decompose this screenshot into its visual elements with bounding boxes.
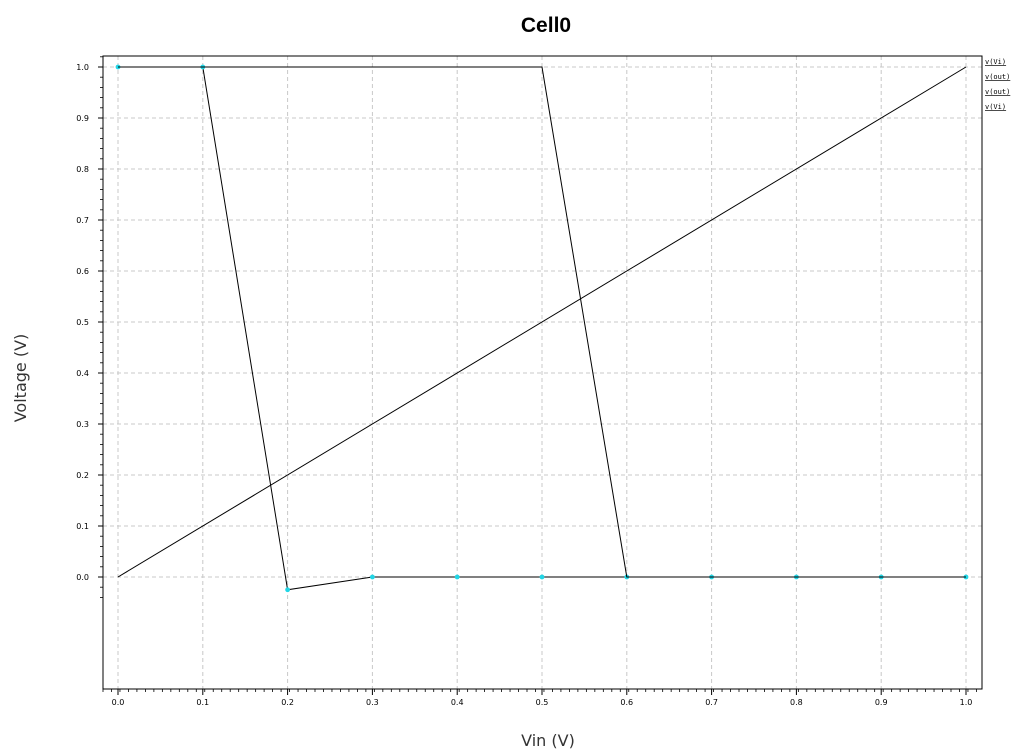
series-line-2 — [118, 66, 966, 578]
series-layer — [115, 64, 969, 593]
y-tick-label: 0.8 — [76, 165, 89, 174]
y-axis: 0.0 0.1 0.2 0.3 0.4 0.5 0.6 0.7 0.8 0.9 1.0 — [76, 56, 103, 598]
y-tick-label: 0.9 — [76, 114, 89, 123]
y-tick-label: 0.4 — [76, 369, 89, 378]
y-tick-label: 0.6 — [76, 267, 89, 276]
legend-entry: v(out) — [985, 73, 1010, 81]
data-point — [454, 574, 460, 580]
y-tick-label: 0.5 — [76, 318, 89, 327]
x-tick-label: 0.9 — [875, 698, 888, 707]
data-point — [285, 587, 290, 593]
data-point — [539, 574, 545, 580]
legend-entry: v(Vi) — [985, 58, 1006, 66]
x-axis: 0.0 0.1 0.2 0.3 0.4 0.5 0.6 0.7 0.8 0.9 1.0 — [102, 689, 977, 707]
x-tick-label: 0.1 — [196, 698, 209, 707]
x-tick-label: 0.0 — [112, 698, 125, 707]
x-tick-label: 0.3 — [366, 698, 379, 707]
series-line-0 — [117, 66, 967, 578]
y-tick-label: 0.7 — [76, 216, 89, 225]
y-tick-label: 0.1 — [76, 522, 89, 531]
y-tick-label: 0.3 — [76, 420, 89, 429]
legend: v(Vi) v(out) v(out) v(Vi) — [985, 58, 1010, 111]
x-tick-label: 0.5 — [536, 698, 549, 707]
y-tick-label: 1.0 — [76, 63, 89, 72]
x-tick-label: 0.8 — [790, 698, 803, 707]
chart-title: Cell0 — [521, 14, 571, 37]
x-tick-label: 0.7 — [705, 698, 718, 707]
x-tick-label: 0.2 — [281, 698, 294, 707]
y-tick-label: 0.2 — [76, 471, 89, 480]
legend-entry: v(Vi) — [985, 103, 1006, 111]
y-tick-label: 0.0 — [76, 573, 89, 582]
x-axis-label: Vin (V) — [521, 731, 575, 750]
x-tick-label: 0.6 — [620, 698, 633, 707]
x-tick-label: 0.4 — [451, 698, 464, 707]
grid — [103, 56, 982, 689]
x-tick-label: 1.0 — [960, 698, 973, 707]
legend-entry: v(out) — [985, 88, 1010, 96]
y-axis-label: Voltage (V) — [11, 334, 30, 423]
data-point — [370, 574, 375, 580]
